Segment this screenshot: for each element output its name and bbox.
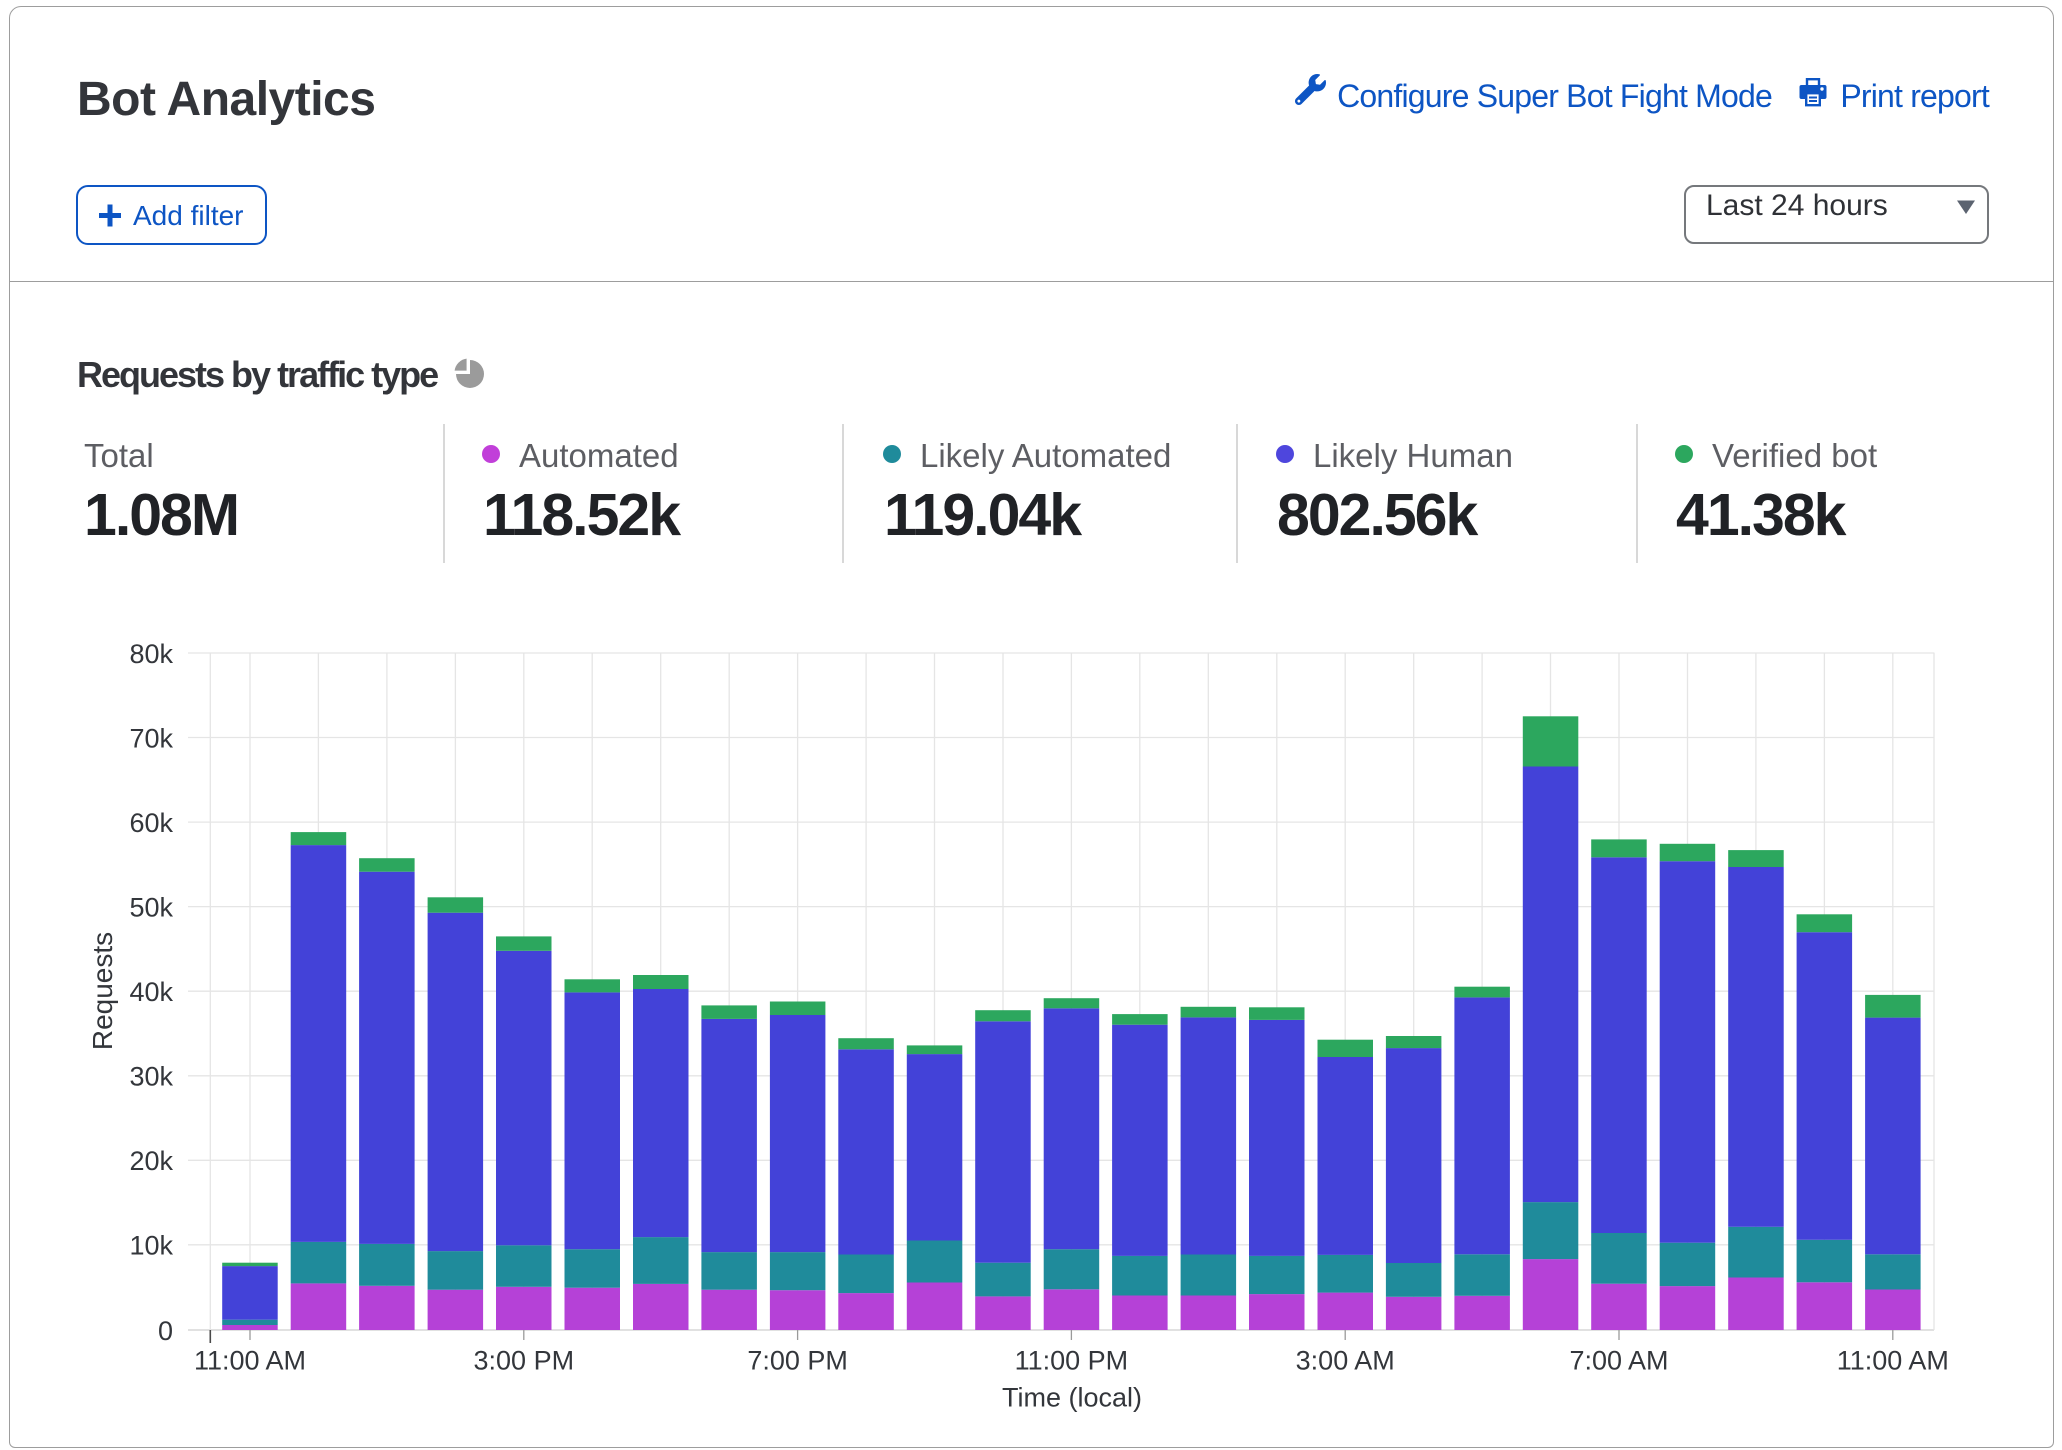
svg-text:20k: 20k [129,1146,173,1176]
svg-text:11:00 AM: 11:00 AM [194,1346,306,1376]
svg-text:7:00 AM: 7:00 AM [1569,1346,1668,1376]
svg-text:3:00 AM: 3:00 AM [1296,1346,1395,1376]
svg-text:10k: 10k [129,1231,173,1261]
svg-text:Time (local): Time (local) [1002,1383,1142,1413]
svg-text:50k: 50k [129,892,173,922]
svg-text:0: 0 [158,1316,173,1346]
svg-text:Requests: Requests [87,932,118,1050]
svg-text:11:00 PM: 11:00 PM [1015,1346,1129,1376]
svg-text:7:00 PM: 7:00 PM [747,1346,848,1376]
svg-text:3:00 PM: 3:00 PM [474,1346,575,1376]
svg-text:30k: 30k [129,1062,173,1092]
svg-text:70k: 70k [129,723,173,753]
svg-text:11:00 AM: 11:00 AM [1837,1346,1949,1376]
svg-text:60k: 60k [129,808,173,838]
svg-text:40k: 40k [129,977,173,1007]
svg-text:80k: 80k [129,639,173,669]
